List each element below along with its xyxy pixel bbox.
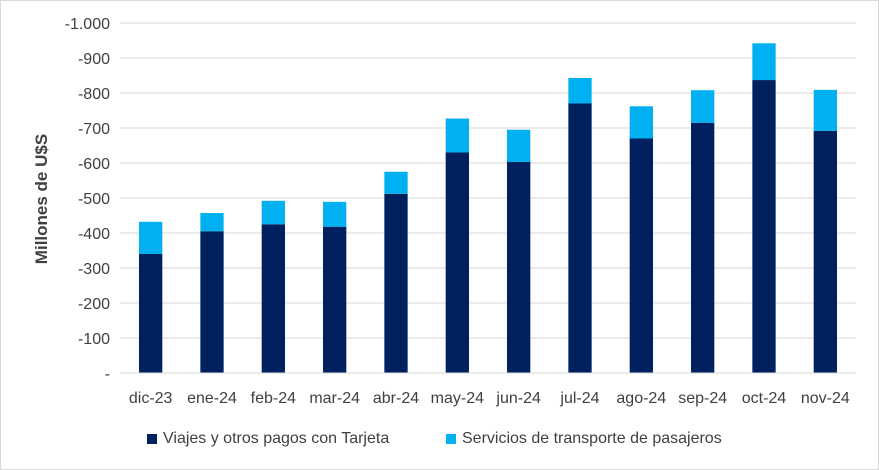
y-tick-label: -400 bbox=[78, 226, 110, 243]
bar-viajes bbox=[691, 122, 715, 373]
y-tick-label: -100 bbox=[78, 331, 110, 348]
bar-servicios bbox=[261, 200, 285, 225]
bar-servicios bbox=[200, 213, 224, 232]
x-tick-label: nov-24 bbox=[801, 390, 850, 407]
stacked-bar-chart: - -100 -200 -300 -400 -500 -600 -700 -800 -900 -1.… bbox=[32, 16, 856, 407]
x-tick-label: ene-24 bbox=[187, 390, 237, 407]
y-tick-label: -900 bbox=[78, 51, 110, 68]
x-tick-label: sep-24 bbox=[678, 390, 727, 407]
x-tick-label: ago-24 bbox=[616, 390, 666, 407]
bar-servicios bbox=[507, 129, 531, 162]
y-tick-label: -800 bbox=[78, 86, 110, 103]
bar-servicios bbox=[384, 171, 408, 194]
legend-item-servicios: Servicios de transporte de pasajeros bbox=[446, 430, 722, 448]
bar-servicios bbox=[323, 201, 347, 227]
x-tick-label: may-24 bbox=[431, 390, 484, 407]
gridlines bbox=[120, 22, 856, 339]
bars bbox=[139, 43, 837, 374]
y-tick-label: -1.000 bbox=[65, 16, 110, 33]
x-axis-ticks: dic-23 ene-24 feb-24 mar-24 abr-24 may-24 jun-… bbox=[129, 390, 850, 407]
y-axis-ticks: - -100 -200 -300 -400 -500 -600 -700 -800 -900 -1.… bbox=[65, 16, 110, 383]
bar-servicios bbox=[139, 221, 163, 254]
x-tick-label: feb-24 bbox=[251, 390, 296, 407]
bar-viajes bbox=[507, 161, 531, 373]
legend-swatch-servicios bbox=[446, 434, 456, 444]
bar-servicios bbox=[691, 90, 715, 123]
bar-viajes bbox=[752, 80, 776, 374]
y-tick-label: - bbox=[105, 366, 110, 383]
bar-viajes bbox=[261, 224, 285, 373]
legend-swatch-viajes bbox=[147, 434, 157, 444]
bar-viajes bbox=[384, 193, 408, 373]
bar-viajes bbox=[629, 138, 653, 373]
bar-viajes bbox=[568, 103, 592, 373]
y-tick-label: -700 bbox=[78, 121, 110, 138]
bar-viajes bbox=[813, 130, 837, 373]
legend-label-servicios: Servicios de transporte de pasajeros bbox=[462, 430, 722, 447]
y-axis-label: Millones de U$S bbox=[32, 134, 51, 264]
y-tick-label: -500 bbox=[78, 191, 110, 208]
legend-label-viajes: Viajes y otros pagos con Tarjeta bbox=[163, 430, 390, 447]
y-tick-label: -600 bbox=[78, 156, 110, 173]
y-tick-label: -300 bbox=[78, 261, 110, 278]
bar-servicios bbox=[629, 106, 653, 139]
bar-servicios bbox=[445, 118, 469, 153]
legend-item-viajes: Viajes y otros pagos con Tarjeta bbox=[147, 430, 389, 448]
bar-viajes bbox=[200, 231, 224, 373]
bar-viajes bbox=[323, 226, 347, 373]
legend: Viajes y otros pagos con Tarjeta Servici… bbox=[0, 424, 879, 454]
bar-servicios bbox=[568, 77, 592, 104]
x-tick-label: jun-24 bbox=[495, 390, 541, 407]
bar-viajes bbox=[139, 254, 163, 373]
x-tick-label: abr-24 bbox=[373, 390, 419, 407]
x-tick-label: mar-24 bbox=[309, 390, 360, 407]
bar-servicios bbox=[752, 43, 776, 81]
bar-servicios bbox=[813, 89, 837, 131]
bar-viajes bbox=[445, 152, 469, 373]
y-tick-label: -200 bbox=[78, 296, 110, 313]
x-tick-label: jul-24 bbox=[559, 390, 599, 407]
x-tick-label: dic-23 bbox=[129, 390, 173, 407]
x-tick-label: oct-24 bbox=[742, 390, 787, 407]
